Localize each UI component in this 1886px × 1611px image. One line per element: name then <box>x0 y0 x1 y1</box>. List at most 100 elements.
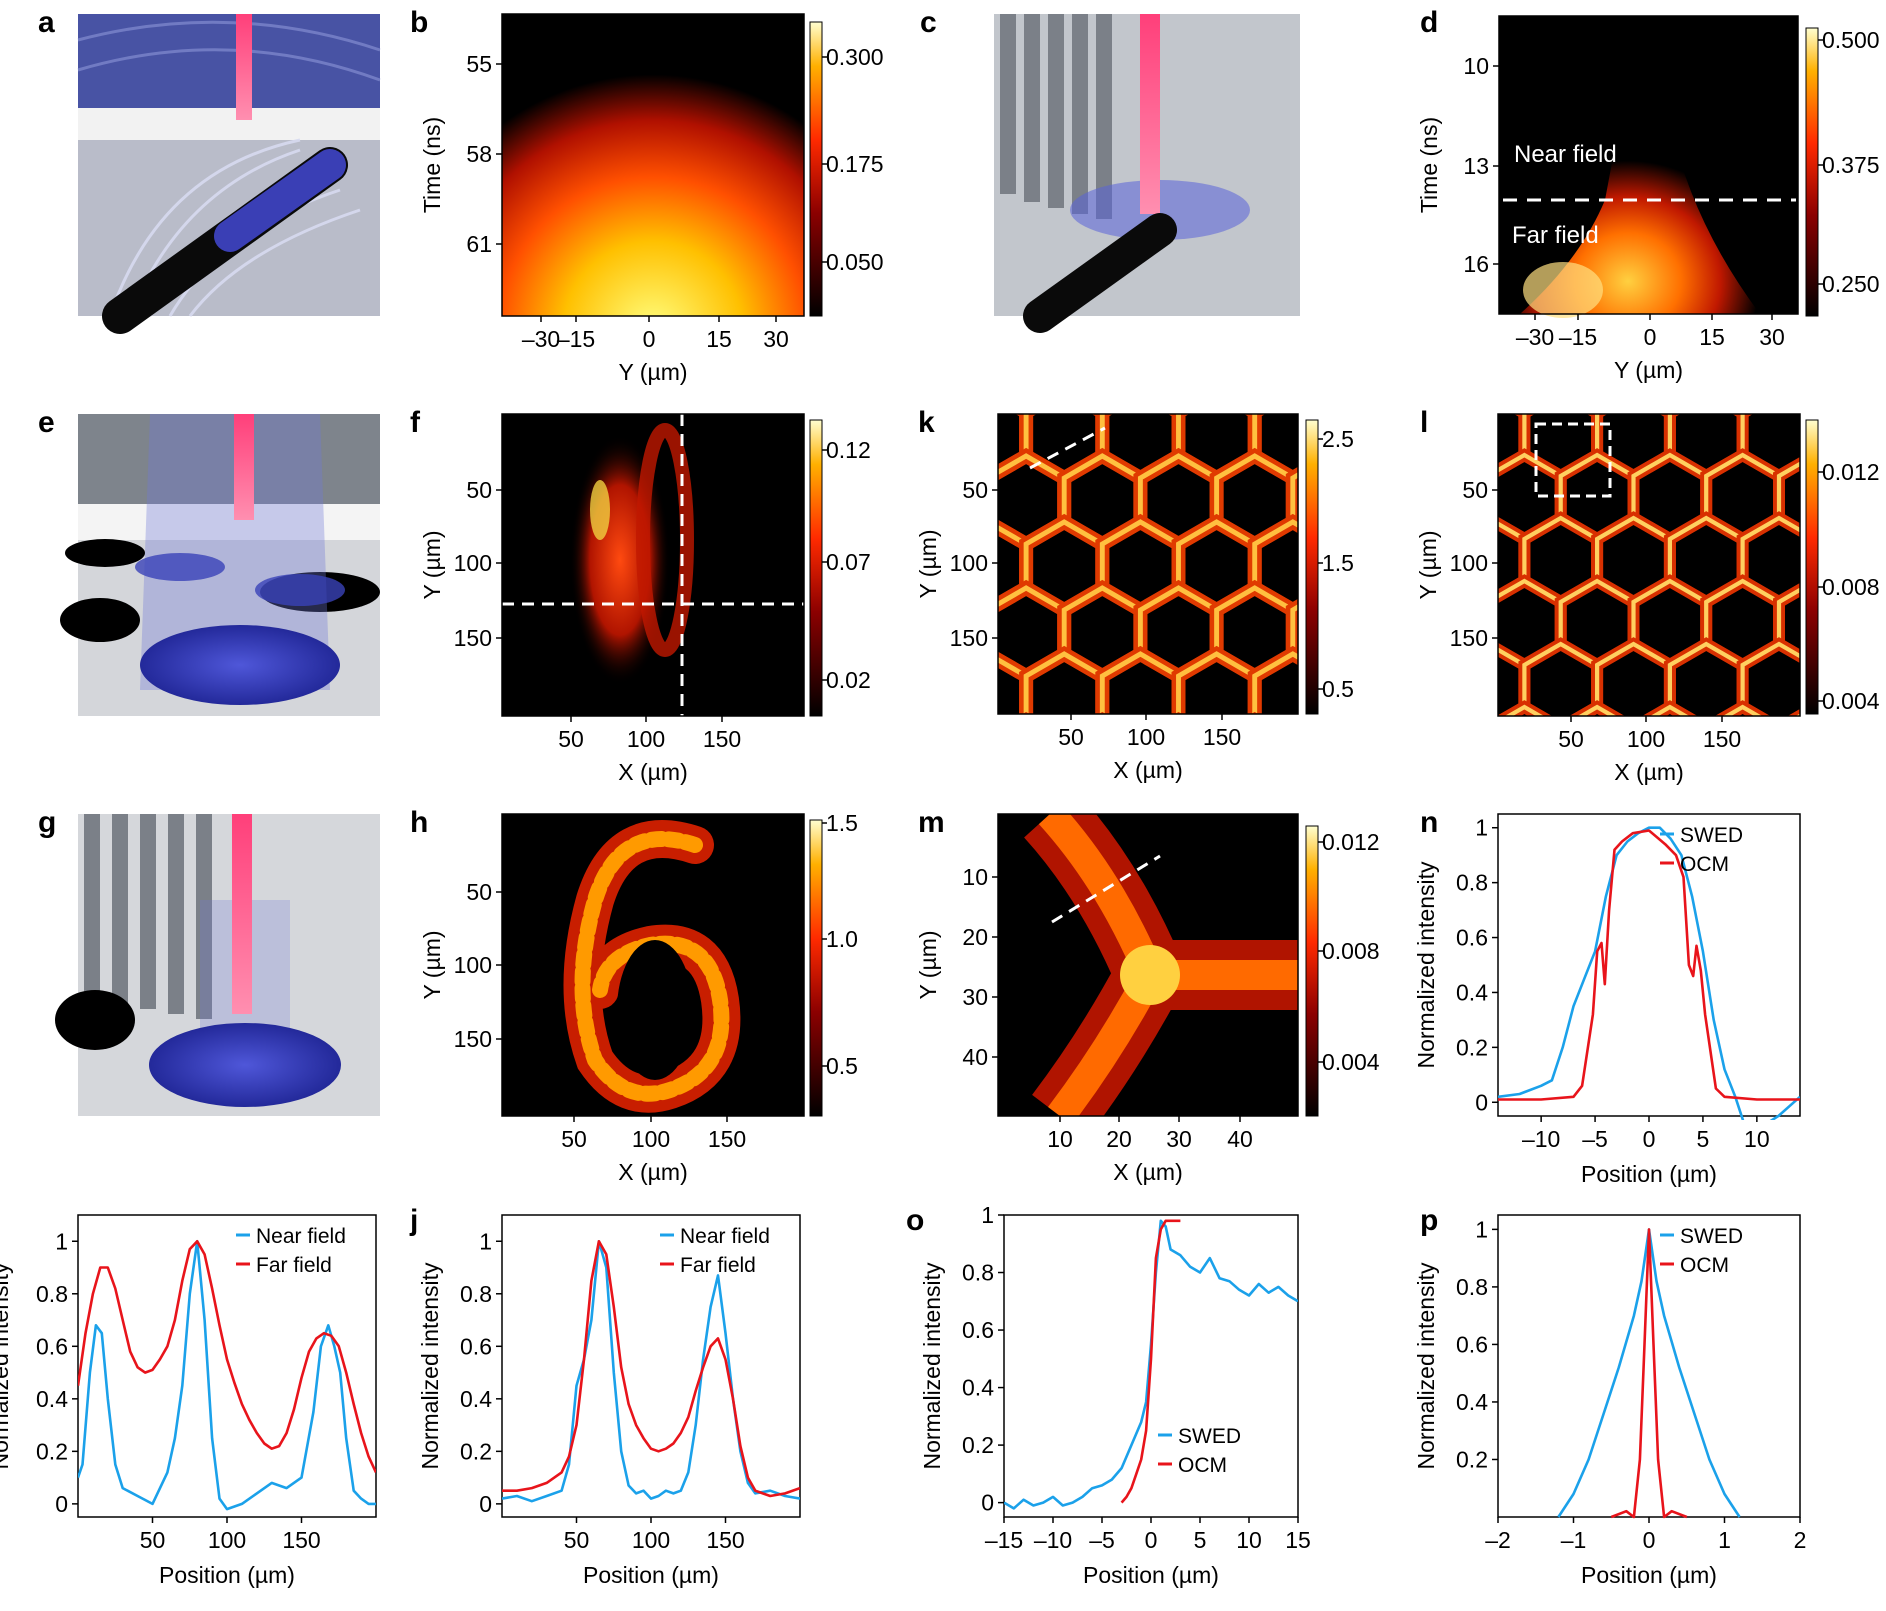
hex-cell <box>912 720 988 808</box>
colorbar-label-f: 0.12 <box>826 437 871 463</box>
colorbar-label-d: 0.500 <box>1822 27 1880 53</box>
x-tick-label-m: 40 <box>1227 1126 1253 1152</box>
panel-label-n: n <box>1420 806 1438 839</box>
near-field-label: Near field <box>1514 141 1617 168</box>
x-tick-label-j: 50 <box>564 1527 590 1553</box>
hex-cell-core <box>1852 707 1886 791</box>
y-tick-label-p: 0.2 <box>1456 1446 1488 1472</box>
hex-cell <box>1743 770 1816 854</box>
hex-cell-core <box>1290 472 1298 528</box>
panel-label-m: m <box>918 806 945 839</box>
chart-m <box>998 814 1318 1116</box>
y-axis-title-l: Y (µm) <box>1415 530 1441 599</box>
chart-l <box>1379 329 1886 854</box>
y-tick-label-l: 50 <box>1462 477 1488 503</box>
y-axis-title-b: Time (ns) <box>419 117 445 213</box>
frame-l <box>1497 413 1801 717</box>
y-axis-title-k: Y (µm) <box>915 529 941 598</box>
x-tick-label-l: 50 <box>1558 726 1584 752</box>
hex-cell-core <box>1815 644 1886 728</box>
y-tick-label-b: 55 <box>466 51 492 77</box>
y-tick-label-p: 0.8 <box>1456 1274 1488 1300</box>
panel-letters: a b c d e f k l g h m n j o p i <box>38 6 1438 1237</box>
x-axis-title-f: X (µm) <box>618 759 687 785</box>
x-tick-label-o: –10 <box>1034 1527 1072 1553</box>
y-axis-title-m: Y (µm) <box>915 930 941 999</box>
line-cut-k <box>1029 426 1106 470</box>
line-chart-p: –2 –1 0 1 2 0.2 0.4 0.6 0.8 1 SWED OCM Position (µm)… <box>1413 1214 1806 1588</box>
colorbar-frame-b <box>809 21 823 317</box>
hex-cell-core <box>1779 329 1852 413</box>
legend-label-o: SWED <box>1178 1425 1241 1448</box>
hex-cell <box>1498 700 1552 716</box>
x-axis-title-n: Position (µm) <box>1581 1161 1717 1187</box>
y-tick-label-i: 0.6 <box>36 1333 68 1359</box>
hex-cell <box>1285 598 1298 666</box>
x-tick-label-b: –30 <box>522 326 560 352</box>
y-tick-label-m: 40 <box>962 1044 988 1070</box>
hex-cell-core <box>912 720 988 808</box>
y-tick-label-o: 0.2 <box>962 1432 994 1458</box>
x-tick-label-d: 30 <box>1759 324 1785 350</box>
hex-cell-core <box>912 324 988 412</box>
y-tick-label-j: 0.6 <box>460 1333 492 1359</box>
x-tick-label-i: 50 <box>140 1527 166 1553</box>
heatmap-k <box>874 324 1369 808</box>
hex-cell-core <box>1415 329 1488 413</box>
y-tick-label-i: 0 <box>55 1491 68 1517</box>
colorbar-d <box>1806 28 1818 316</box>
panel-label-e: e <box>38 406 55 439</box>
x-tick-label-j: 100 <box>632 1527 670 1553</box>
y-tick-label-n: 0 <box>1475 1089 1488 1115</box>
legend-label-o: OCM <box>1178 1454 1227 1477</box>
y-tick-label-n: 0.4 <box>1456 979 1488 1005</box>
x-axis-title-b: Y (µm) <box>618 359 687 385</box>
y-axis-title-h: Y (µm) <box>419 930 445 999</box>
hex-cell-core <box>1415 707 1488 791</box>
panel-label-d: d <box>1420 6 1438 39</box>
y-tick-label-j: 0.4 <box>460 1386 492 1412</box>
hex-cell-core <box>874 390 950 478</box>
colorbar-label-k: 0.5 <box>1322 676 1354 702</box>
x-tick-label-d: –30 <box>1516 324 1554 350</box>
hex-cell <box>1293 324 1369 412</box>
colorbar-label-h: 1.0 <box>826 926 858 952</box>
series-j-near-field <box>502 1240 800 1503</box>
chart-f <box>502 414 822 716</box>
colorbar-l <box>1806 420 1818 714</box>
legend-label-i: Far field <box>256 1254 332 1277</box>
colorbar-label-f: 0.02 <box>826 667 871 693</box>
hex-cell <box>874 390 950 478</box>
hex-cell <box>1244 414 1266 421</box>
y-axis-title-f: Y (µm) <box>419 530 445 599</box>
y-tick-label-k: 50 <box>962 477 988 503</box>
hex-cell-core <box>1852 329 1886 413</box>
panel-label-h: h <box>410 806 428 839</box>
colorbar-frame-h <box>809 819 823 1117</box>
colorbar-frame-l <box>1805 419 1819 715</box>
hex-cell <box>1415 329 1488 413</box>
x-tick-label-n: –10 <box>1522 1126 1560 1152</box>
x-tick-label-o: 5 <box>1194 1527 1207 1553</box>
x-tick-label-p: 1 <box>1718 1527 1731 1553</box>
legend-label-j: Near field <box>680 1225 770 1248</box>
x-tick-label-o: 0 <box>1145 1527 1158 1553</box>
x-tick-label-m: 30 <box>1166 1126 1192 1152</box>
x-tick-label-h: 50 <box>561 1126 587 1152</box>
line-chart-j: 50 100 150 0 0.2 0.4 0.6 0.8 1 Near field Far fiel… <box>417 1214 801 1588</box>
hex-cell-core <box>1100 414 1104 415</box>
hex-cell <box>1852 329 1886 413</box>
colorbar-label-m: 0.012 <box>1322 829 1380 855</box>
hex-cell-core <box>1815 770 1886 854</box>
y-tick-label-i: 0.2 <box>36 1438 68 1464</box>
x-tick-label-p: 0 <box>1643 1527 1656 1553</box>
panel-label-j: j <box>409 1204 418 1237</box>
x-tick-label-p: –2 <box>1485 1527 1511 1553</box>
y-tick-label-f: 150 <box>454 625 492 651</box>
panel-label-a: a <box>38 6 55 39</box>
far-field-label: Far field <box>1512 222 1599 249</box>
colorbar-label-l: 0.004 <box>1822 688 1880 714</box>
y-tick-label-p: 1 <box>1475 1216 1488 1242</box>
y-tick-label-b: 61 <box>466 231 492 257</box>
hex-cell <box>1379 770 1452 854</box>
